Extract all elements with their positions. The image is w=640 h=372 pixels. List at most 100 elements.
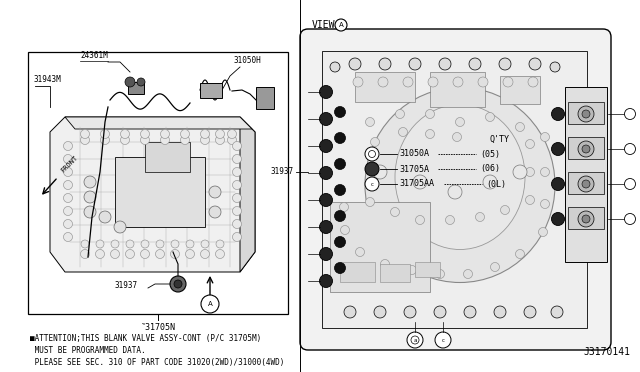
Bar	[568, 102, 604, 124]
Text: MUST BE PROGRAMMED DATA.: MUST BE PROGRAMMED DATA.	[30, 346, 146, 355]
Circle shape	[625, 144, 636, 154]
Polygon shape	[240, 117, 255, 272]
Circle shape	[469, 58, 481, 70]
Circle shape	[319, 221, 333, 234]
Text: ‶31705N: ‶31705N	[141, 323, 175, 331]
Circle shape	[365, 198, 374, 206]
Circle shape	[478, 77, 488, 87]
Circle shape	[494, 306, 506, 318]
Circle shape	[200, 250, 209, 259]
Circle shape	[84, 191, 96, 203]
Circle shape	[63, 193, 72, 202]
Circle shape	[330, 62, 340, 72]
Circle shape	[344, 306, 356, 318]
Circle shape	[582, 145, 590, 153]
Circle shape	[463, 269, 472, 279]
Bar	[355, 72, 415, 102]
Circle shape	[232, 206, 241, 215]
Circle shape	[399, 128, 408, 137]
Circle shape	[319, 86, 333, 99]
Circle shape	[319, 167, 333, 180]
Circle shape	[63, 206, 72, 215]
Circle shape	[126, 240, 134, 248]
Bar	[115, 157, 205, 227]
Circle shape	[625, 179, 636, 189]
Circle shape	[381, 260, 390, 269]
Circle shape	[174, 280, 182, 288]
Circle shape	[200, 135, 209, 144]
Text: A: A	[339, 22, 344, 28]
Circle shape	[232, 167, 241, 176]
Circle shape	[120, 129, 129, 138]
Circle shape	[335, 106, 346, 118]
Text: ■ATTENTION;THIS BLANK VALVE ASSY-CONT (P/C 31705M): ■ATTENTION;THIS BLANK VALVE ASSY-CONT (P…	[30, 334, 261, 343]
Circle shape	[335, 237, 346, 247]
Text: Q'TY: Q'TY	[490, 135, 510, 144]
Circle shape	[552, 142, 564, 155]
Circle shape	[186, 250, 195, 259]
Text: A: A	[207, 301, 212, 307]
Circle shape	[180, 135, 189, 144]
Circle shape	[365, 162, 379, 176]
Circle shape	[378, 77, 388, 87]
Circle shape	[483, 175, 497, 189]
Bar	[340, 262, 375, 282]
Circle shape	[528, 77, 538, 87]
Circle shape	[335, 263, 346, 273]
Circle shape	[578, 141, 594, 157]
Text: (06): (06)	[480, 164, 500, 173]
Circle shape	[390, 208, 399, 217]
Circle shape	[63, 219, 72, 228]
Circle shape	[365, 147, 379, 161]
Circle shape	[435, 269, 445, 279]
Circle shape	[232, 141, 241, 151]
Circle shape	[100, 129, 109, 138]
Circle shape	[396, 109, 404, 119]
Ellipse shape	[365, 87, 555, 282]
Circle shape	[141, 240, 149, 248]
Circle shape	[63, 154, 72, 164]
Circle shape	[141, 250, 150, 259]
Circle shape	[355, 247, 365, 257]
Circle shape	[448, 185, 462, 199]
Circle shape	[550, 62, 560, 72]
Circle shape	[373, 165, 387, 179]
Circle shape	[84, 206, 96, 218]
Circle shape	[63, 180, 72, 189]
Text: c: c	[371, 182, 374, 186]
Bar	[565, 87, 607, 262]
Circle shape	[374, 306, 386, 318]
Bar	[380, 264, 410, 282]
Circle shape	[319, 140, 333, 153]
Bar	[568, 207, 604, 229]
Circle shape	[180, 129, 189, 138]
Circle shape	[170, 250, 179, 259]
Circle shape	[411, 336, 419, 344]
Circle shape	[541, 132, 550, 141]
Circle shape	[515, 250, 525, 259]
Circle shape	[319, 247, 333, 260]
Bar	[415, 262, 440, 277]
Circle shape	[227, 135, 237, 144]
Circle shape	[335, 158, 346, 170]
Bar	[500, 76, 540, 104]
Circle shape	[464, 306, 476, 318]
Circle shape	[524, 306, 536, 318]
Bar	[568, 137, 604, 159]
Circle shape	[232, 193, 241, 202]
Circle shape	[201, 240, 209, 248]
Circle shape	[335, 132, 346, 144]
Circle shape	[625, 109, 636, 119]
Circle shape	[552, 212, 564, 225]
Text: (0L): (0L)	[486, 180, 506, 189]
Circle shape	[227, 129, 237, 138]
Circle shape	[125, 77, 135, 87]
Circle shape	[63, 141, 72, 151]
Circle shape	[452, 132, 461, 141]
Circle shape	[161, 129, 170, 138]
Circle shape	[439, 58, 451, 70]
Circle shape	[408, 266, 417, 275]
Circle shape	[81, 129, 90, 138]
Circle shape	[81, 240, 89, 248]
Circle shape	[349, 58, 361, 70]
